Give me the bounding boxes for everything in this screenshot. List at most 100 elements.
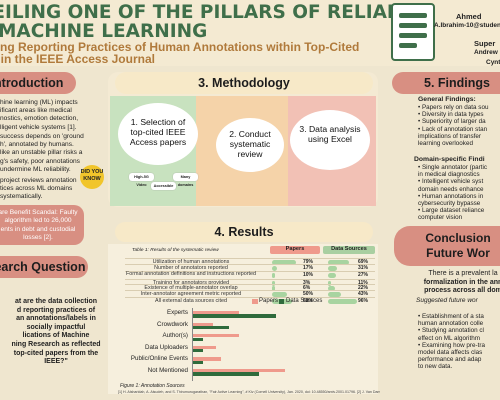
text-line: top-cited papers from the	[13, 349, 99, 357]
table-row-divider	[125, 279, 375, 280]
future-work-item: • Studying annotation cl	[418, 327, 484, 335]
step-1: 1. Selection of top-cited IEEE Access pa…	[118, 103, 198, 165]
chart-caption: Figure 1: Annotation Sources	[120, 383, 185, 389]
future-work-item: to new data.	[418, 363, 453, 371]
domain-findings-title: Domain-specific Findi	[414, 156, 485, 163]
chart-bar-sources	[193, 326, 230, 330]
table-row-divider	[125, 271, 375, 272]
university-logo	[391, 3, 435, 61]
table-row-label: Training for annotators provided	[152, 280, 230, 286]
chart-category-label: Author(s)	[162, 332, 188, 340]
chart-bar-papers	[193, 311, 240, 315]
chart-bar-papers	[193, 357, 222, 361]
papers-value: 68%	[303, 298, 314, 304]
poster-subtitle-line1: ating Reporting Practices of Human Annot…	[0, 40, 360, 54]
paper-thumbnail: Accessible	[151, 182, 176, 190]
sources-value: 27%	[358, 272, 369, 278]
text-line: like an unstable pillar risks a	[0, 149, 83, 157]
intro-paragraph-3: project reviews annotation tices across …	[0, 177, 77, 202]
findings-list-item: • Papers rely on data sou	[418, 104, 489, 111]
text-line: systematically.	[0, 193, 43, 201]
findings-list-item: • Single annotator (partic	[418, 164, 488, 171]
sources-value-bar	[328, 298, 357, 304]
findings-list-item: cybersecurity bypasse	[418, 200, 481, 207]
findings-list-item: implications of transfer	[418, 132, 481, 140]
references: [1] H. Alsharidah, A. Alsudeh, and S. Th…	[118, 390, 380, 394]
conclusion-heading-line: Conclusion	[425, 231, 491, 245]
text-line: at are the data collection	[14, 298, 98, 305]
text-line: an annotations/labels in	[16, 315, 96, 323]
papers-value: 17%	[303, 265, 314, 271]
poster-title-line2: MACHINE LEARNING	[0, 21, 208, 42]
future-work-item: model data affects clas	[418, 349, 483, 356]
findings-list-item: • Lack of annotation stan	[418, 125, 488, 133]
future-work-item: human annotation colle	[418, 320, 484, 328]
text-line: hine learning (ML) impacts	[0, 99, 78, 106]
text-line: process across all dom	[424, 287, 500, 295]
findings-list-item: • Large dataset reliance	[418, 207, 485, 215]
papers-value: 3%	[303, 280, 311, 286]
papers-value-bar	[272, 272, 275, 278]
sources-value-bar	[328, 259, 349, 265]
legend-label-papers: Papers	[259, 298, 279, 304]
text-line: are Benefit Scandal: Faulty	[0, 209, 78, 216]
paper-thumbnail: High-5G Video	[129, 173, 154, 187]
papers-value-bar	[272, 291, 287, 297]
text-line: IEEE?"	[44, 358, 68, 366]
chart-category-label: Experts	[167, 309, 188, 316]
sources-value: 11%	[358, 280, 368, 286]
sources-value-bar	[328, 291, 341, 297]
papers-value: 10%	[303, 272, 314, 278]
text-line: project reviews annotation	[0, 177, 77, 184]
table-row-label: Utilization of human annotations	[152, 259, 230, 265]
future-work-item: • Examining how pre-tra	[418, 341, 485, 349]
chart-bar-sources	[193, 372, 259, 376]
sources-value: 96%	[358, 298, 369, 304]
paper-thumbnail: Many domains	[173, 173, 198, 187]
research-question-heading: esearch Question	[0, 256, 88, 278]
chart-bar-papers	[193, 345, 217, 349]
text-line: socially impactful	[26, 323, 86, 331]
did-you-know-badge: DID YOU KNOW	[80, 165, 104, 189]
text-line: algorithm led to 26,000	[4, 217, 72, 225]
sources-value: 43%	[358, 291, 369, 297]
legend-swatch-sources	[279, 299, 284, 304]
chart-bar-sources	[193, 337, 203, 341]
table-row-label: All external data sources cited	[155, 298, 227, 304]
findings-list-item: • Diversity in data types	[418, 111, 484, 119]
papers-value-bar	[272, 265, 278, 271]
papers-value-bar	[272, 259, 296, 265]
table-row-label: Number of annotators reported	[154, 265, 228, 271]
text-line: nostics, emotion detection,	[0, 115, 79, 123]
intro-paragraph-2: success depends on 'ground h', annotated…	[0, 133, 84, 174]
text-line: ificant areas like medical	[0, 107, 72, 115]
papers-value: 50%	[303, 291, 314, 297]
sources-value-bar	[328, 265, 338, 271]
chart-bar-papers	[193, 322, 213, 326]
conclusion-heading: Conclusion Future Wor	[394, 226, 500, 266]
column-header-papers: Papers	[270, 246, 320, 254]
chart-category-label: Not Mentioned	[147, 367, 188, 374]
text-line: losses [2].	[23, 234, 53, 242]
scandal-callout: are Benefit Scandal: Faulty algorithm le…	[0, 205, 84, 245]
table-row-divider	[125, 264, 375, 265]
table-row-label: Formal annotation definitions and instru…	[125, 271, 257, 277]
conclusion-text: There is a prevalent la formalization in…	[408, 270, 500, 296]
conclusion-heading-line: Future Wor	[426, 246, 490, 260]
intro-heading: Introduction	[0, 72, 76, 94]
methodology-heading: 3. Methodology	[115, 72, 373, 94]
text-line: ning Research as reflected	[11, 340, 101, 348]
table-row-label: Existence of multiple-annotator overlap	[144, 285, 238, 291]
supervisor-label: Super	[474, 39, 496, 48]
chart-bar-sources	[193, 349, 203, 353]
intro-paragraph-1: hine learning (ML) impacts ificant areas…	[0, 99, 78, 132]
findings-list-item: domain needs enhance	[418, 185, 484, 193]
sources-value-bar	[328, 280, 332, 286]
papers-value-bar	[272, 280, 275, 286]
papers-value-bar	[272, 285, 275, 291]
table-row-divider	[125, 284, 375, 285]
legend-label-sources: Data Sources	[286, 298, 323, 304]
author-email: A.Ibrahim-10@student.	[434, 22, 500, 29]
text-line: tices across ML domains	[0, 185, 73, 193]
chart-category-label: Crowdwork	[157, 320, 188, 328]
